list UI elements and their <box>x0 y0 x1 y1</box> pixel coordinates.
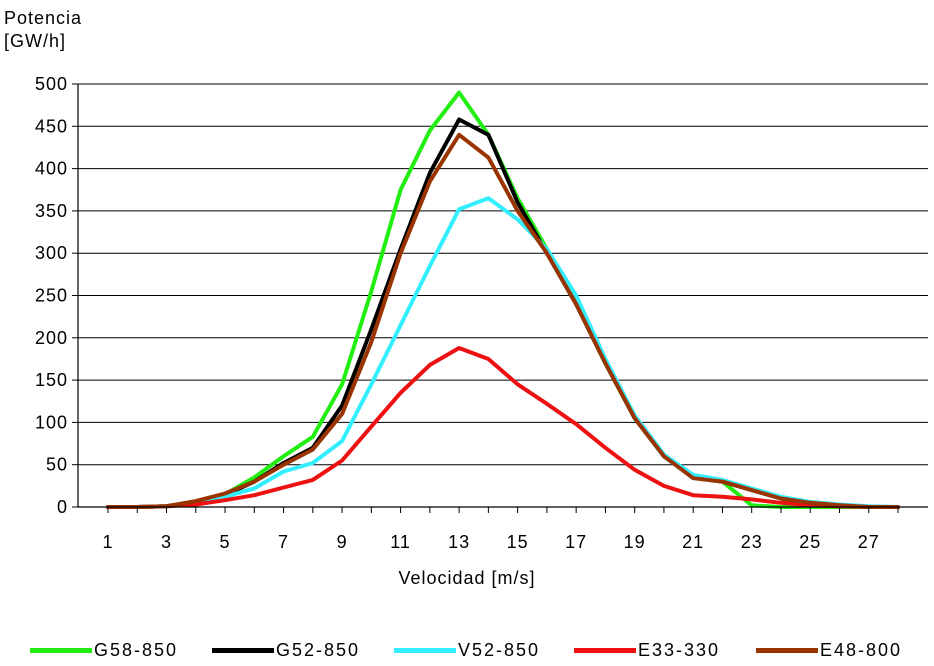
legend: G58-850 G52-850 V52-850 E33-330 E48-800 <box>0 638 934 662</box>
x-tick-label: 7 <box>278 532 289 552</box>
series-line-v52-850 <box>106 196 900 509</box>
y-tick-label: 0 <box>57 497 68 517</box>
legend-swatch <box>574 647 636 653</box>
x-axis-label: Velocidad [m/s] <box>398 568 536 588</box>
y-tick-label: 500 <box>35 74 68 94</box>
legend-label: V52-850 <box>458 639 541 660</box>
y-tick-labels: 0 50 100 150 200 250 300 350 400 450 500 <box>35 74 68 517</box>
y-axis-label-line1: Potencia <box>4 8 83 28</box>
series-line-e33-330 <box>106 346 900 509</box>
y-tick-label: 50 <box>46 455 68 475</box>
x-tick-label: 23 <box>741 532 763 552</box>
y-tick-label: 400 <box>35 159 68 179</box>
legend-label: E48-800 <box>820 639 903 660</box>
legend-item-e48-800: E48-800 <box>756 638 902 662</box>
x-tick-label: 21 <box>682 532 704 552</box>
x-tick-label: 27 <box>858 532 880 552</box>
x-tick-label: 9 <box>337 532 348 552</box>
series-line-g58-850 <box>106 90 900 509</box>
x-tick-label: 1 <box>102 532 113 552</box>
y-tick-label: 300 <box>35 243 68 263</box>
legend-item-g52-850: G52-850 <box>212 638 360 662</box>
y-tick-label: 350 <box>35 201 68 221</box>
legend-swatch <box>212 647 274 653</box>
series-line-e48-800 <box>106 132 900 509</box>
legend-item-e33-330: E33-330 <box>574 638 720 662</box>
y-tick-label: 450 <box>35 116 68 136</box>
legend-item-g58-850: G58-850 <box>30 638 178 662</box>
x-tick-label: 19 <box>624 532 646 552</box>
y-tick-label: 150 <box>35 370 68 390</box>
x-tick-label: 15 <box>507 532 529 552</box>
x-tick-label: 11 <box>390 532 411 552</box>
y-tick-label: 250 <box>35 286 68 306</box>
legend-label: G58-850 <box>94 639 179 660</box>
y-tick-label: 200 <box>35 328 68 348</box>
legend-label: G52-850 <box>276 639 361 660</box>
series-line-g52-850 <box>106 117 900 509</box>
legend-swatch <box>394 647 456 653</box>
y-axis-label-line2: [GW/h] <box>4 30 67 51</box>
series-lines <box>106 90 900 509</box>
legend-swatch <box>756 647 818 653</box>
axes <box>72 83 928 513</box>
legend-item-v52-850: V52-850 <box>394 638 540 662</box>
y-tick-label: 100 <box>35 412 68 432</box>
x-tick-labels: 1 3 5 7 9 11 13 15 17 19 21 23 25 27 <box>102 532 880 552</box>
x-tick-label: 5 <box>220 532 231 552</box>
x-tick-label: 25 <box>799 532 821 552</box>
x-tick-label: 3 <box>161 532 172 552</box>
x-tick-label: 13 <box>448 532 470 552</box>
x-tick-label: 17 <box>565 532 587 552</box>
y-axis-label: Potencia [GW/h] <box>4 7 82 52</box>
legend-swatch <box>30 647 92 653</box>
legend-label: E33-330 <box>638 639 721 660</box>
gridlines <box>78 83 928 466</box>
